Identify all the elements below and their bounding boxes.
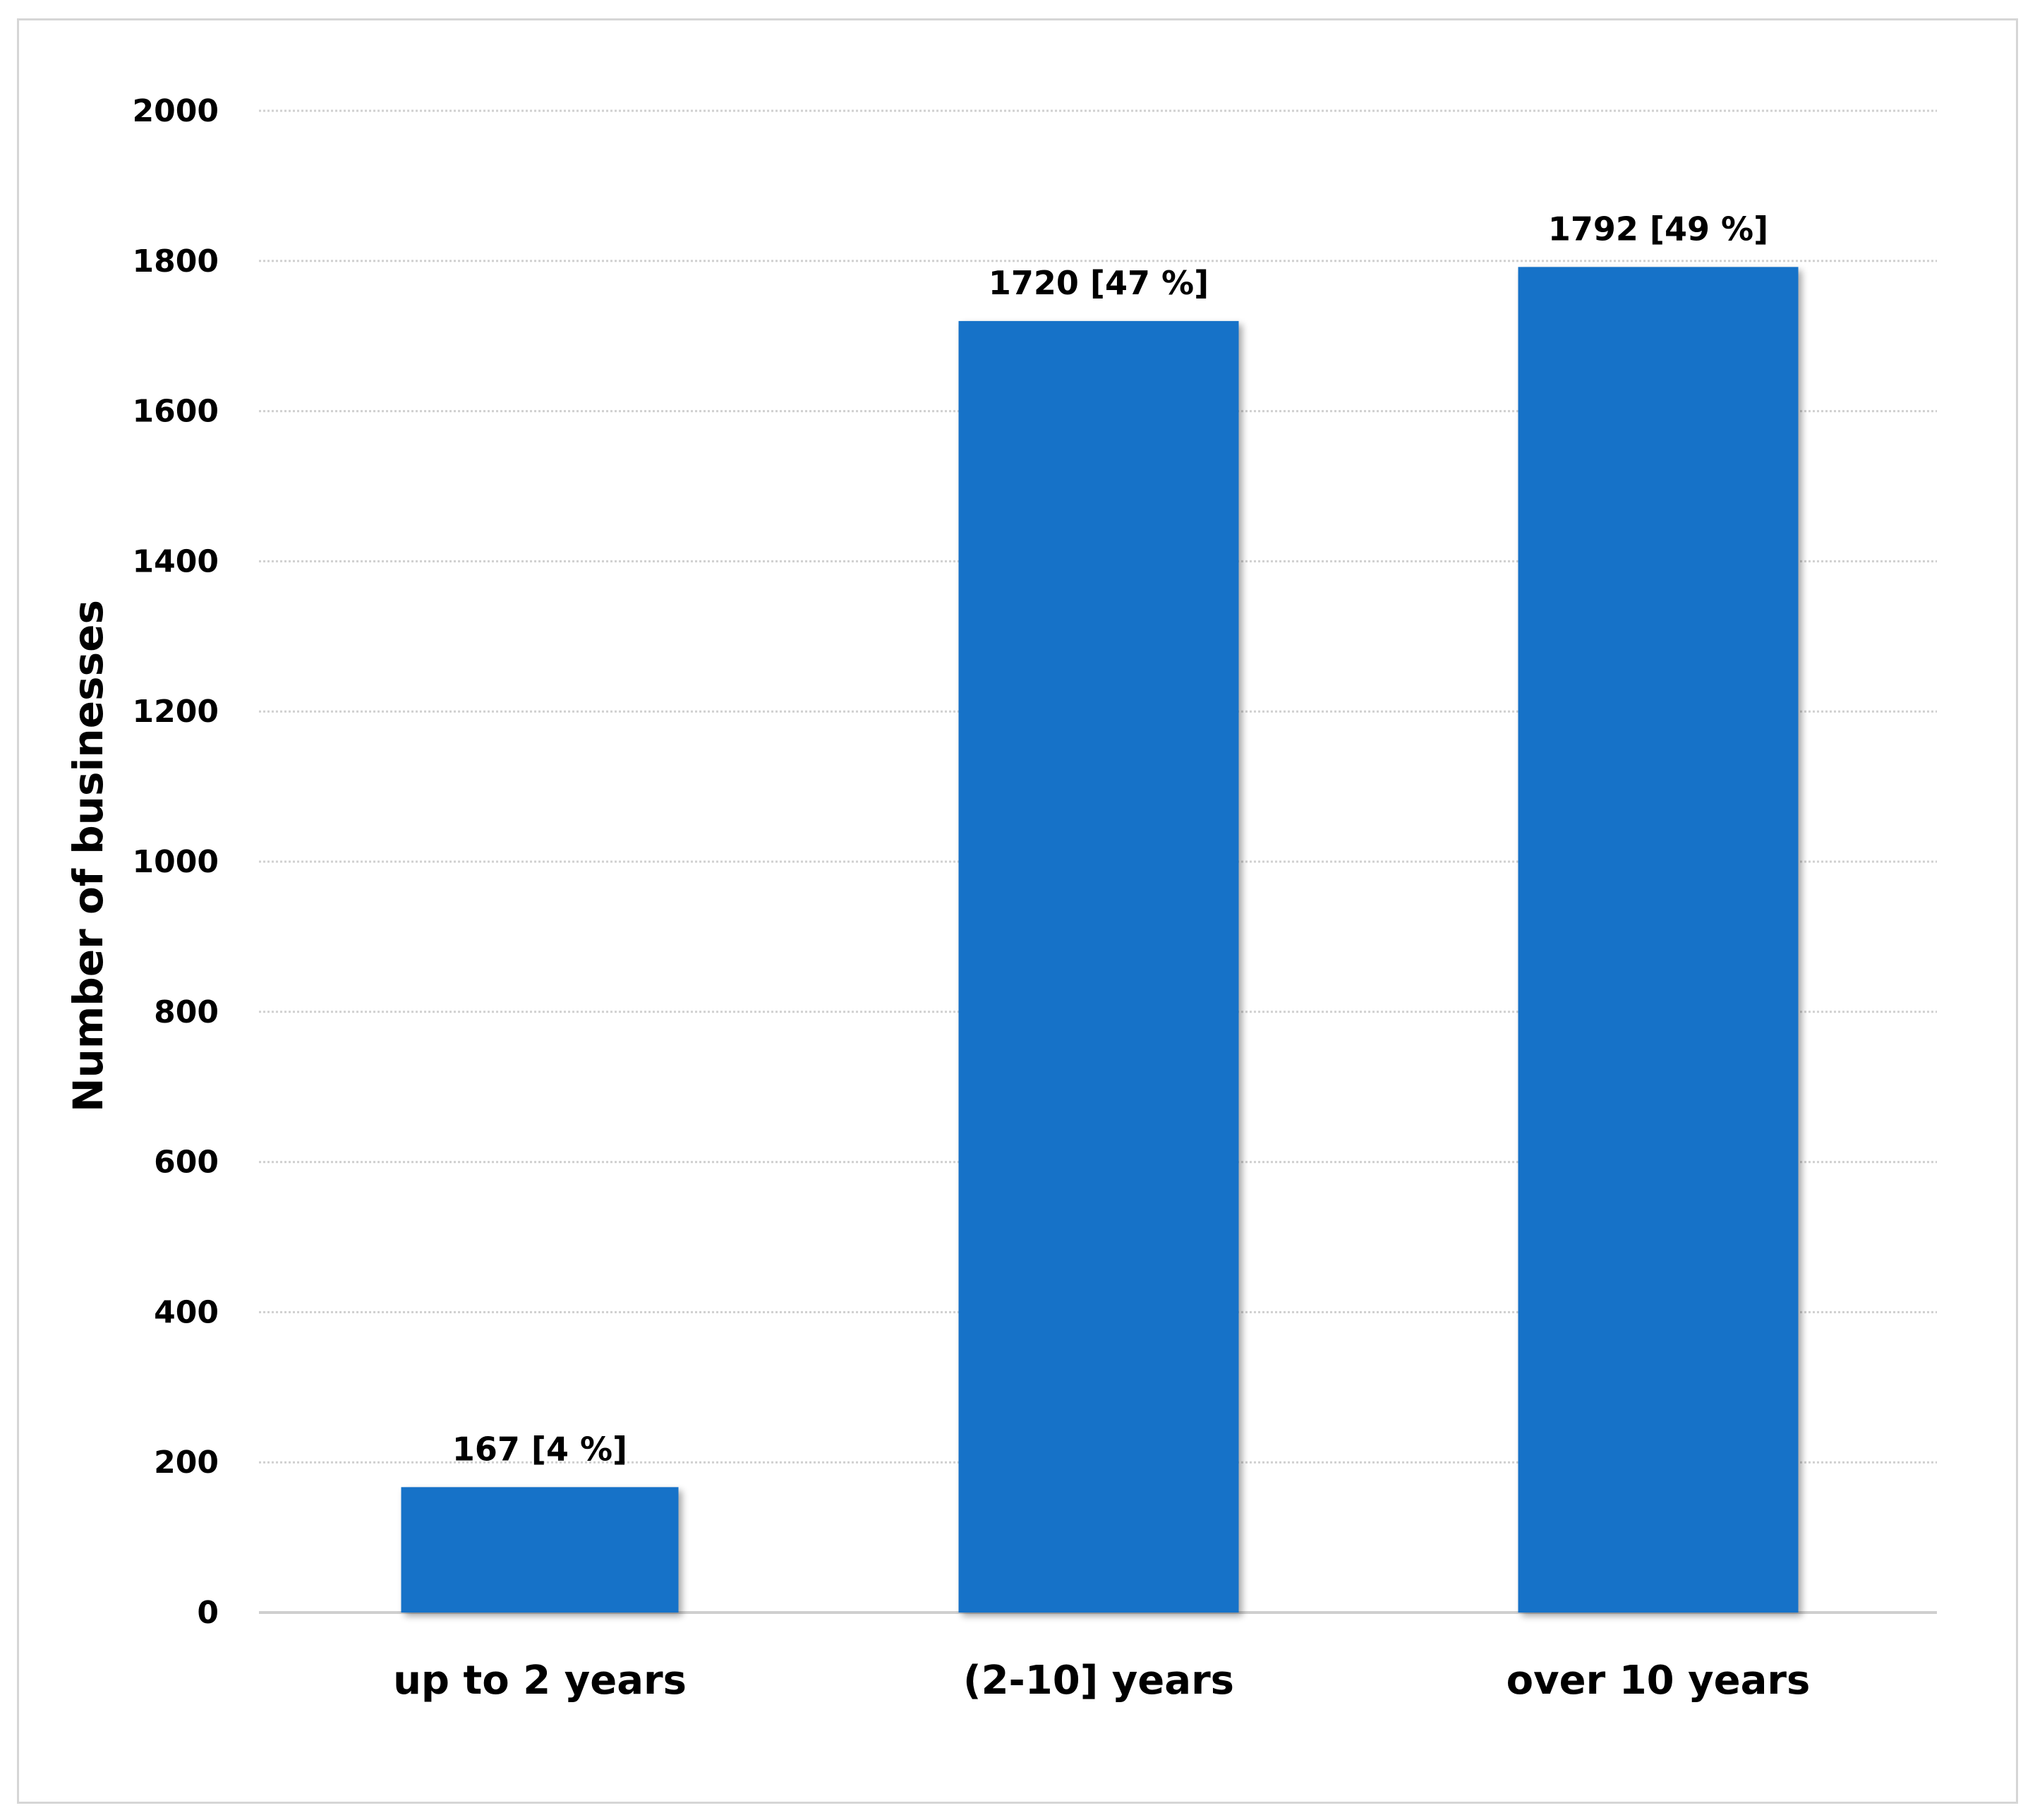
y-tick-label: 1400 [133, 543, 219, 579]
y-tick-label: 200 [154, 1445, 219, 1481]
bars [401, 267, 1799, 1613]
y-tick-label: 1800 [133, 243, 219, 279]
y-tick-label: 600 [154, 1145, 219, 1181]
data-label: 1720 [47 %] [989, 264, 1209, 302]
data-label: 1792 [49 %] [1548, 210, 1768, 248]
y-tick-label: 400 [154, 1294, 219, 1330]
data-label: 167 [4 %] [452, 1430, 627, 1468]
y-tick-label: 0 [197, 1595, 219, 1631]
y-tick-label: 1600 [133, 394, 219, 430]
y-tick-label: 2000 [133, 93, 219, 129]
x-axis-categories: up to 2 years (2-10] years over 10 years [393, 1658, 1810, 1704]
x-category-label: over 10 years [1506, 1658, 1811, 1704]
y-axis-ticks: 0 200 400 600 800 1000 1200 1400 1600 1800 2000 [133, 93, 219, 1631]
x-category-label: up to 2 years [393, 1658, 687, 1704]
data-labels: 167 [4 %] 1720 [47 %] 1792 [49 %] [452, 210, 1768, 1468]
y-axis-title: Number of businesses [64, 600, 112, 1112]
bar [1518, 267, 1799, 1613]
y-tick-label: 1000 [133, 844, 219, 880]
x-category-label: (2-10] years [963, 1658, 1234, 1704]
y-tick-label: 1200 [133, 694, 219, 730]
y-tick-label: 800 [154, 994, 219, 1030]
bar [958, 320, 1239, 1613]
bar [401, 1487, 679, 1613]
